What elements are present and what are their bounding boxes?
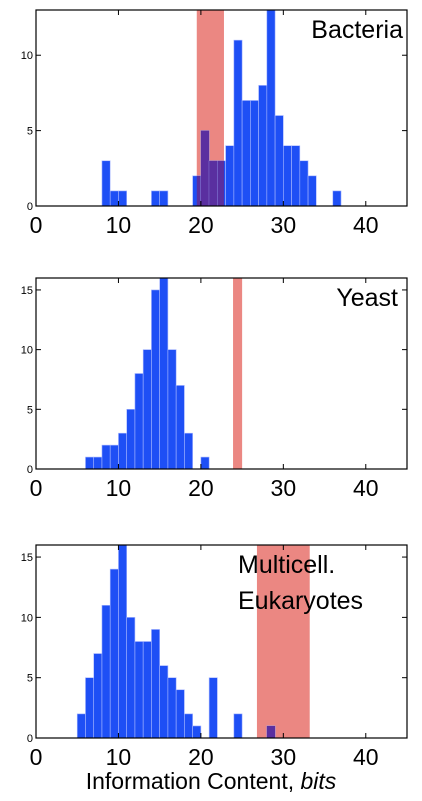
- x-tick-label: 10: [106, 475, 132, 501]
- y-tick-label: 0: [27, 733, 33, 745]
- histogram-bar: [175, 385, 185, 470]
- y-tick-label: 15: [21, 552, 33, 564]
- panel-title: Bacteria: [311, 16, 403, 44]
- x-axis-label-unit: bits: [300, 768, 337, 794]
- histogram-bar: [167, 677, 177, 739]
- y-tick-label: 0: [27, 201, 33, 213]
- histogram-bar: [93, 653, 103, 739]
- band-overlap-bar: [209, 160, 218, 206]
- histogram-bar: [332, 190, 342, 207]
- histogram-bar: [109, 190, 119, 207]
- histogram-bar: [134, 641, 144, 739]
- histogram-bar: [250, 100, 259, 207]
- histogram-bar: [184, 432, 193, 470]
- histogram-bar: [233, 713, 243, 739]
- histogram-bar: [101, 160, 111, 207]
- x-tick-label: 0: [30, 475, 43, 501]
- band-overlap-bar: [200, 130, 210, 206]
- histogram-bar: [151, 289, 160, 470]
- histogram-bar: [109, 568, 119, 739]
- histogram-bar: [159, 190, 169, 207]
- histogram-bar: [85, 456, 95, 470]
- histogram-bar: [225, 145, 235, 207]
- histogram-bar: [167, 349, 177, 470]
- histogram-bar: [291, 145, 301, 207]
- histogram-bar: [283, 145, 292, 207]
- x-tick-label: 40: [353, 475, 379, 501]
- histogram-bar: [159, 277, 169, 470]
- histogram-bar: [208, 677, 218, 739]
- panel-title: Eukaryotes: [238, 587, 363, 615]
- band-overlap-bar: [196, 175, 201, 206]
- histogram-bar: [266, 9, 276, 207]
- histogram-bar: [101, 605, 111, 739]
- histogram-bar: [184, 713, 193, 739]
- histogram-bar: [151, 629, 160, 739]
- plot-frame: [35, 544, 408, 739]
- band-overlap-bar: [266, 725, 276, 738]
- histogram-bar: [241, 100, 251, 207]
- y-tick-label: 5: [27, 126, 33, 138]
- x-tick-label: 10: [106, 744, 132, 770]
- histogram-bar: [258, 85, 268, 207]
- x-tick-label: 30: [271, 475, 297, 501]
- histogram-bar: [118, 432, 127, 470]
- histogram-bar: [142, 641, 152, 739]
- chart-panel-3: 0 5 10 15 0 10 20 30 40 Multicell. Eukaryotes: [21, 544, 408, 770]
- x-tick-label: 30: [271, 744, 297, 770]
- y-tick-label: 0: [27, 464, 33, 476]
- highlight-band: [233, 278, 243, 469]
- histogram-bar: [101, 444, 111, 470]
- histogram-bar: [76, 713, 86, 739]
- histogram-bar: [142, 349, 152, 470]
- x-axis-label: Information Content, bits: [0, 768, 422, 795]
- x-tick-label: 20: [188, 212, 214, 238]
- histogram-bar: [134, 373, 144, 470]
- x-tick-label: 20: [188, 744, 214, 770]
- histogram-bar: [151, 190, 160, 207]
- histogram-bar: [118, 544, 127, 739]
- x-tick-label: 20: [188, 475, 214, 501]
- plot-frame: [35, 277, 408, 470]
- x-tick-label: 0: [30, 744, 43, 770]
- panel-title: Yeast: [336, 284, 398, 312]
- histogram-bar: [126, 409, 136, 470]
- highlight-band: [256, 545, 310, 738]
- x-tick-label: 40: [353, 744, 379, 770]
- y-tick-label: 10: [21, 50, 33, 62]
- panel-title: Multicell.: [238, 551, 335, 579]
- histogram-bar: [233, 39, 243, 207]
- histogram-bar: [299, 160, 309, 207]
- x-tick-label: 10: [106, 212, 132, 238]
- x-axis-label-text: Information Content,: [85, 768, 301, 794]
- histogram-bar: [109, 444, 119, 470]
- x-tick-label: 0: [30, 212, 43, 238]
- y-tick-label: 5: [27, 404, 33, 416]
- chart-panel-1: 0 5 10 0 10 20 30 40 Bacteria: [21, 9, 408, 238]
- y-tick-label: 5: [27, 673, 33, 685]
- plot-area: [36, 278, 407, 469]
- x-tick-label: 40: [353, 212, 379, 238]
- histogram-bar: [85, 677, 95, 739]
- histogram-bar: [159, 665, 169, 739]
- histogram-bar: [118, 190, 127, 207]
- histogram-bar: [200, 456, 210, 470]
- x-tick-label: 30: [271, 212, 297, 238]
- histogram-bar: [307, 175, 317, 207]
- y-tick-label: 15: [21, 285, 33, 297]
- histogram-bar: [93, 456, 103, 470]
- histogram-bar: [175, 689, 185, 739]
- histogram-bar: [126, 617, 136, 739]
- y-tick-label: 10: [21, 612, 33, 624]
- plot-frame: [35, 9, 408, 207]
- histogram-bar: [274, 115, 284, 207]
- histogram-bar: [192, 725, 202, 739]
- chart-panel-2: 0 5 10 15 0 10 20 30 40 Yeast: [21, 277, 408, 501]
- y-tick-label: 10: [21, 345, 33, 357]
- band-overlap-bar: [217, 160, 224, 206]
